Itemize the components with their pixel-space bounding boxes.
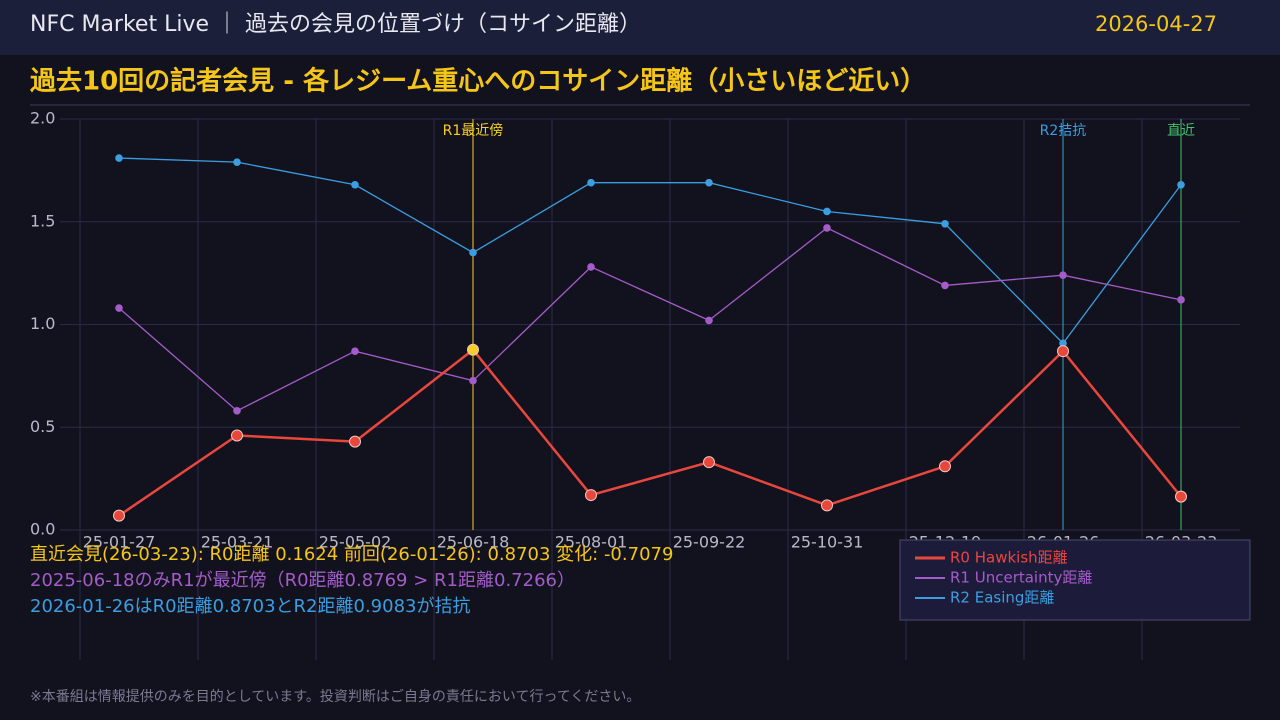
y-tick-label: 1.5 <box>30 211 55 230</box>
x-tick-label: 25-09-22 <box>673 533 746 552</box>
data-point <box>1175 490 1187 503</box>
data-point <box>1059 271 1067 279</box>
y-tick-label: 0.0 <box>30 520 55 539</box>
data-point <box>351 347 359 356</box>
note: 2025-06-18のみR1が最近傍（R0距離0.8769 > R1距離0.72… <box>30 570 575 591</box>
data-point <box>1177 296 1185 304</box>
data-point <box>469 248 477 257</box>
data-point <box>467 343 479 356</box>
data-point <box>1177 180 1185 189</box>
x-tick-label: 25-10-31 <box>791 533 864 552</box>
data-point <box>939 460 951 473</box>
data-point <box>115 154 123 162</box>
note: 2026-01-26はR0距離0.8703とR2距離0.9083が拮抗 <box>30 596 471 617</box>
annotation-label: R1最近傍 <box>443 122 504 139</box>
x-tick-label: 25-08-01 <box>555 533 628 552</box>
data-point <box>587 178 595 187</box>
header-title: NFC Market Live ｜ 過去の会見の位置づけ（コサイン距離） <box>30 12 641 37</box>
data-point <box>231 429 243 442</box>
x-tick-label: 25-06-18 <box>437 533 510 552</box>
footer: ※本番組は情報提供のみを目的としています。投資判断はご自身の責任において行ってく… <box>30 689 640 705</box>
data-point <box>469 376 477 385</box>
annotation-label: R2拮抗 <box>1040 123 1087 139</box>
data-point <box>705 178 713 187</box>
y-tick-label: 2.0 <box>30 109 55 128</box>
data-point <box>585 489 597 502</box>
data-point <box>351 180 359 189</box>
data-point <box>1059 339 1067 348</box>
legend-label: R2 Easing距離 <box>950 589 1054 607</box>
data-point <box>233 158 241 166</box>
data-point <box>821 499 833 512</box>
chart-title: 過去10回の記者会見 - 各レジーム重心へのコサイン距離（小さいほど近い） <box>30 66 926 97</box>
note: 直近会見(26-03-23): R0距離 0.1624 前回(26-01-26)… <box>30 544 673 565</box>
x-tick-label: 25-03-21 <box>201 533 274 552</box>
y-tick-label: 0.5 <box>30 417 55 436</box>
data-point <box>705 316 713 325</box>
data-point <box>941 220 949 228</box>
data-point <box>349 435 361 448</box>
data-point <box>823 207 831 216</box>
series-line <box>118 227 1182 412</box>
y-tick-label: 1.0 <box>30 314 55 333</box>
x-tick-label: 25-01-27 <box>83 533 156 552</box>
data-point <box>823 224 831 232</box>
series-line <box>118 348 1182 517</box>
data-point <box>1057 345 1069 358</box>
header-date: 2026-04-27 <box>1095 12 1217 36</box>
data-point <box>703 456 715 469</box>
data-point <box>113 509 125 522</box>
header-bar <box>0 0 1280 55</box>
data-point <box>941 281 949 290</box>
legend-box <box>899 539 1251 621</box>
x-tick-label: 25-05-02 <box>319 533 392 552</box>
legend: R0 Hawkish距離 R1 Uncertainty距離 R2 Easing距離 <box>899 539 1251 621</box>
series-line <box>118 157 1182 345</box>
annotation-label: 直近 <box>1167 122 1195 139</box>
legend-label: R0 Hawkish距離 <box>950 549 1068 567</box>
legend-label: R1 Uncertainty距離 <box>950 569 1092 587</box>
data-point <box>115 304 123 312</box>
data-point <box>233 407 241 415</box>
data-point <box>587 263 595 271</box>
